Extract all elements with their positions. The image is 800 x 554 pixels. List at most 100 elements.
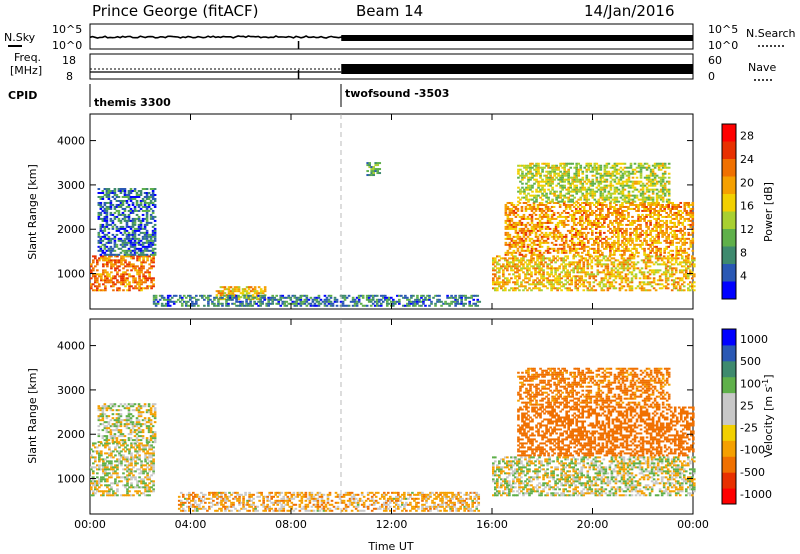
data-cell: [623, 243, 626, 246]
data-cell: [588, 205, 592, 208]
data-cell: [567, 178, 570, 181]
data-cell: [645, 190, 649, 193]
data-cell: [104, 255, 107, 258]
data-cell: [370, 172, 374, 175]
data-cell: [528, 287, 531, 290]
data-cell: [625, 180, 629, 183]
data-cell: [522, 255, 525, 258]
data-cell: [259, 296, 262, 299]
data-cell: [172, 302, 176, 305]
data-cell: [178, 296, 182, 299]
data-cell: [621, 227, 624, 230]
data-cell: [667, 172, 671, 175]
data-cell: [663, 221, 666, 224]
data-cell: [494, 289, 497, 292]
data-cell: [551, 188, 554, 191]
data-cell: [98, 285, 101, 288]
data-cell: [107, 223, 111, 226]
data-cell: [587, 164, 591, 167]
data-cell: [691, 211, 695, 214]
data-cell: [569, 166, 572, 169]
data-cell: [140, 265, 143, 268]
data-cell: [120, 277, 123, 280]
data-cell: [110, 271, 113, 274]
data-cell: [625, 194, 629, 197]
data-cell: [693, 257, 696, 260]
data-cell: [526, 221, 530, 224]
data-cell: [147, 209, 151, 212]
nsky-label: N.Sky: [4, 31, 36, 44]
data-cell: [641, 164, 645, 167]
data-cell: [663, 192, 667, 195]
data-cell: [516, 247, 520, 250]
data-cell: [588, 285, 592, 288]
data-cell: [424, 298, 427, 301]
data-cell: [595, 231, 598, 234]
data-cell: [665, 205, 668, 208]
nave-tick-top: 60: [708, 54, 722, 67]
data-cell: [603, 231, 606, 234]
data-cell: [540, 253, 544, 256]
data-cell: [585, 168, 589, 171]
data-cell: [215, 304, 218, 307]
data-cell: [151, 217, 155, 220]
data-cell: [237, 304, 240, 307]
data-cell: [367, 296, 371, 299]
data-cell: [545, 182, 548, 185]
data-cell: [621, 241, 624, 244]
data-cell: [97, 188, 101, 191]
data-cell: [617, 249, 620, 252]
data-cell: [617, 245, 620, 248]
data-cell: [137, 205, 141, 208]
data-cell: [562, 209, 566, 212]
data-cell: [527, 184, 530, 187]
data-cell: [578, 235, 582, 238]
data-cell: [612, 261, 616, 264]
data-cell: [522, 285, 525, 288]
data-cell: [152, 261, 155, 264]
data-cell: [623, 249, 626, 252]
data-cell: [96, 263, 99, 266]
data-cell: [530, 227, 534, 230]
data-cell: [525, 172, 528, 175]
data-cell: [141, 209, 145, 212]
data-cell: [516, 203, 520, 206]
data-cell: [217, 298, 220, 301]
data-cell: [102, 490, 105, 493]
data-cell: [600, 265, 604, 268]
data-cell: [647, 190, 651, 193]
data-cell: [514, 223, 518, 226]
data-cell: [552, 259, 555, 262]
data-cell: [143, 237, 147, 240]
data-cell: [673, 207, 677, 210]
data-cell: [612, 263, 616, 266]
data-cell: [601, 207, 604, 210]
data-cell: [174, 294, 178, 297]
data-cell: [579, 178, 583, 181]
colorbar-swatch-8: [722, 141, 736, 159]
data-cell: [631, 201, 634, 204]
data-cell: [674, 285, 678, 288]
data-cell: [683, 205, 687, 208]
data-cell: [659, 249, 662, 252]
data-cell: [558, 205, 562, 208]
data-cell: [532, 201, 536, 204]
data-cell: [643, 162, 647, 165]
data-cell: [424, 296, 427, 299]
data-cell: [195, 300, 198, 303]
data-cell: [607, 225, 610, 228]
data-cell: [229, 292, 233, 295]
data-cell: [580, 231, 584, 234]
data-cell: [122, 273, 125, 276]
data-cell: [559, 180, 562, 183]
data-cell: [506, 233, 510, 236]
data-cell: [434, 302, 437, 305]
data-cell: [627, 215, 630, 218]
data-cell: [659, 178, 663, 181]
data-cell: [652, 281, 656, 284]
data-cell: [110, 263, 113, 266]
data-cell: [633, 253, 636, 256]
data-cell: [639, 239, 642, 242]
data-cell: [496, 277, 499, 280]
data-cell: [624, 277, 628, 280]
